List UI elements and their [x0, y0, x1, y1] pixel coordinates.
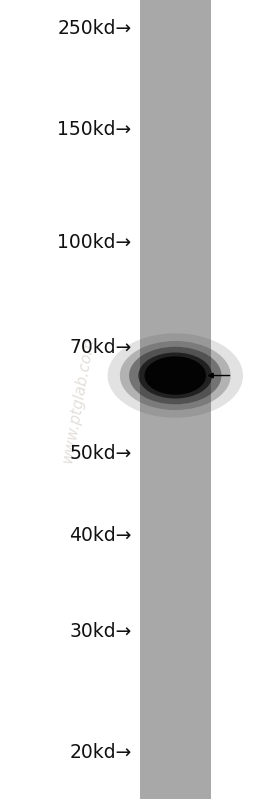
- Ellipse shape: [108, 333, 243, 418]
- Ellipse shape: [129, 347, 221, 404]
- Text: 40kd→: 40kd→: [69, 526, 132, 545]
- Text: 20kd→: 20kd→: [69, 743, 132, 762]
- Text: 150kd→: 150kd→: [57, 120, 132, 139]
- Ellipse shape: [138, 352, 212, 399]
- Ellipse shape: [144, 356, 206, 395]
- Bar: [140, 0, 211, 799]
- Text: 30kd→: 30kd→: [69, 622, 132, 641]
- Text: www.ptglab.com: www.ptglab.com: [60, 336, 97, 463]
- Text: 250kd→: 250kd→: [57, 19, 132, 38]
- Text: 70kd→: 70kd→: [69, 338, 132, 357]
- Text: 100kd→: 100kd→: [57, 233, 132, 252]
- Ellipse shape: [120, 341, 231, 410]
- Text: 50kd→: 50kd→: [69, 444, 132, 463]
